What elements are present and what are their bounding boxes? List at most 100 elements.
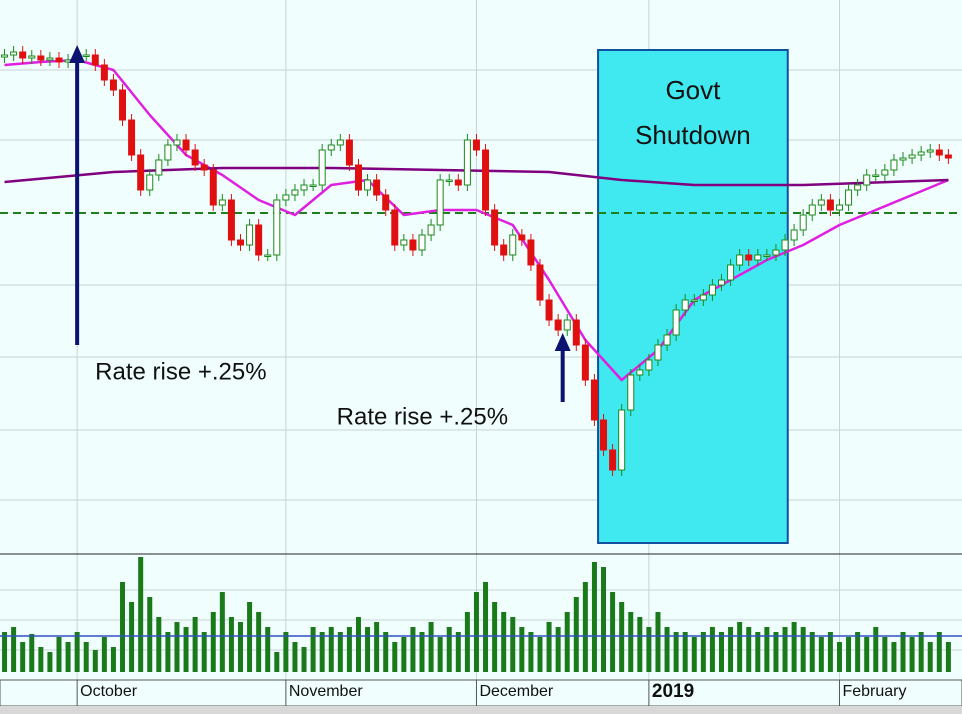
- candle-body: [91, 54, 99, 66]
- candle-body: [609, 449, 617, 471]
- volume-bar: [836, 642, 842, 672]
- candle-body: [391, 209, 399, 246]
- volume-bar: [483, 582, 489, 672]
- volume-bar: [882, 637, 888, 672]
- moving-average-line: [4, 166, 949, 187]
- candle-body: [291, 189, 299, 196]
- candle-body: [890, 159, 898, 171]
- volume-bar: [174, 622, 180, 672]
- candle-body: [491, 209, 499, 246]
- candle-body: [237, 239, 244, 246]
- candle-body: [119, 89, 127, 121]
- candle-body: [645, 359, 653, 371]
- volume-bar: [737, 622, 743, 672]
- volume-bar: [682, 632, 688, 672]
- candle-body: [191, 149, 199, 166]
- volume-bar: [310, 627, 316, 672]
- volume-bar: [265, 627, 271, 672]
- candle-body: [482, 149, 490, 211]
- candle-body: [636, 369, 644, 376]
- candle-body: [146, 174, 154, 191]
- volume-bar: [673, 632, 679, 672]
- candle-body: [881, 169, 889, 176]
- volume-bar: [582, 582, 588, 672]
- candle-body: [845, 189, 853, 206]
- volume-bar: [428, 622, 434, 672]
- candle-body: [572, 319, 580, 346]
- volume-bar: [791, 622, 797, 672]
- candle-body: [835, 204, 843, 211]
- candle-body: [463, 139, 471, 186]
- volume-bar: [147, 597, 153, 672]
- candle-body: [781, 239, 789, 251]
- candle-body: [681, 299, 689, 311]
- candle-body: [926, 149, 934, 153]
- volume-bar: [301, 647, 307, 672]
- candle-body: [173, 139, 181, 146]
- volume-bar: [809, 632, 815, 672]
- volume-bar: [927, 642, 933, 672]
- candle-body: [46, 57, 54, 61]
- volume-bar: [437, 637, 443, 672]
- volume-bar: [365, 627, 371, 672]
- volume-bar: [29, 634, 35, 672]
- candle-body: [354, 164, 362, 191]
- annotation-text: Rate rise +.25%: [95, 358, 266, 385]
- shade-label: Shutdown: [635, 120, 751, 150]
- candle-body: [309, 184, 317, 187]
- volume-bar: [446, 627, 452, 672]
- candle-body: [246, 224, 254, 246]
- moving-average-line: [4, 58, 949, 382]
- volume-bar: [601, 567, 607, 672]
- candle-body: [618, 409, 626, 471]
- candle-body: [400, 239, 408, 246]
- volume-bar: [546, 622, 552, 672]
- candle-body: [799, 214, 807, 231]
- candle-body: [518, 234, 526, 241]
- volume-bar: [328, 627, 334, 672]
- volume-bar: [56, 637, 62, 672]
- volume-bar: [646, 627, 652, 672]
- candle-body: [373, 179, 381, 196]
- candle-body: [218, 199, 226, 206]
- volume-bar: [528, 632, 534, 672]
- volume-bar: [455, 632, 461, 672]
- volume-bar: [818, 637, 824, 672]
- volume-bar: [864, 637, 870, 672]
- candle-body: [164, 144, 172, 161]
- candle-body: [745, 254, 753, 261]
- volume-bar: [719, 632, 724, 672]
- volume-bar: [855, 632, 861, 672]
- volume-bar: [945, 642, 951, 672]
- candle-body: [808, 204, 816, 216]
- candle-body: [672, 309, 680, 336]
- candle-body: [10, 51, 18, 56]
- candle-body: [128, 119, 136, 156]
- candle-body: [899, 157, 907, 161]
- candle-body: [863, 174, 871, 186]
- volume-bar: [129, 602, 135, 672]
- candle-body: [872, 174, 880, 177]
- volume-bar: [610, 592, 616, 672]
- volume-bar: [591, 562, 597, 672]
- volume-bar: [410, 627, 416, 672]
- candle-body: [527, 239, 535, 266]
- volume-bar: [346, 627, 352, 672]
- candle-body: [336, 139, 344, 146]
- candle-body: [364, 179, 372, 191]
- candle-body: [472, 139, 480, 151]
- candle-body: [427, 224, 435, 236]
- candle-body: [454, 179, 462, 186]
- candle-body: [763, 254, 771, 257]
- x-tick-label: February: [842, 683, 906, 700]
- candle-body: [327, 144, 335, 151]
- arrow-head: [554, 333, 571, 351]
- candle-body: [908, 154, 916, 159]
- candle-body: [409, 239, 417, 251]
- candle-body: [137, 154, 145, 191]
- volume-bar: [183, 627, 189, 672]
- volume-bar: [764, 627, 770, 672]
- volume-bar: [247, 602, 253, 672]
- arrow-head: [69, 45, 86, 63]
